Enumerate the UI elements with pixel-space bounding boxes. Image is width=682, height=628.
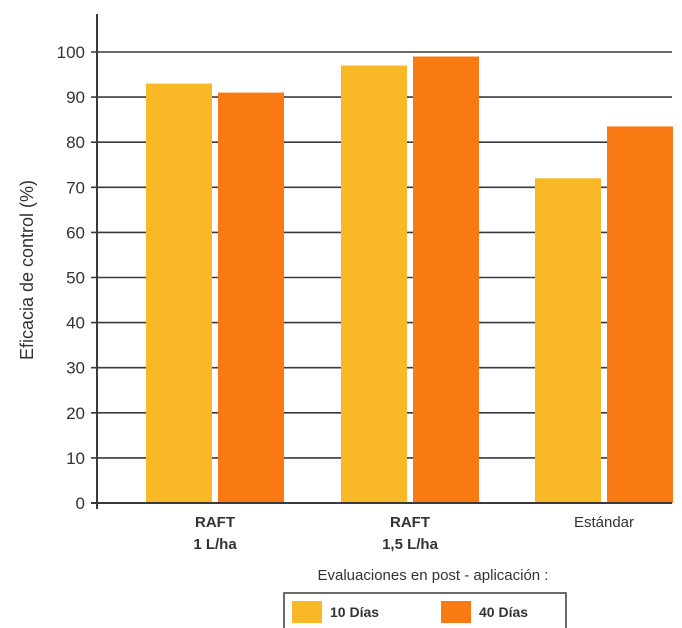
category-labels: RAFT 1 L/ha RAFT 1,5 L/ha Estándar xyxy=(193,514,634,553)
y-tick-label: 0 xyxy=(76,494,85,513)
y-tick-label: 30 xyxy=(66,359,85,378)
category-label: RAFT xyxy=(195,514,235,531)
y-tick-label: 20 xyxy=(66,404,85,423)
y-tick-label: 10 xyxy=(66,449,85,468)
legend-box xyxy=(283,592,567,628)
y-tick-label: 40 xyxy=(66,314,85,333)
y-tick-label: 70 xyxy=(66,178,85,197)
axes xyxy=(91,14,672,509)
y-tick-label: 80 xyxy=(66,133,85,152)
legend: 10 Días 40 Días xyxy=(283,592,567,628)
bar-1-3 xyxy=(535,178,601,503)
legend-label-1: 10 Días xyxy=(330,604,379,620)
y-tick-label: 90 xyxy=(66,88,85,107)
category-label: Estándar xyxy=(574,514,634,531)
category-label: 1,5 L/ha xyxy=(382,536,439,553)
legend-label-2: 40 Días xyxy=(479,604,528,620)
y-tick-label: 100 xyxy=(57,43,85,62)
y-tick-label: 50 xyxy=(66,269,85,288)
category-label: 1 L/ha xyxy=(193,536,237,553)
legend-swatch-1 xyxy=(292,601,322,623)
category-label: RAFT xyxy=(390,514,430,531)
y-tick-label: 60 xyxy=(66,223,85,242)
bar-2-2 xyxy=(413,56,479,503)
legend-swatch-2 xyxy=(441,601,471,623)
bar-2-3 xyxy=(607,126,673,503)
y-tick-labels: 0 10 20 30 40 50 60 70 80 90 100 xyxy=(57,43,85,513)
legend-note: Evaluaciones en post - aplicación : xyxy=(318,567,549,584)
bar-1-1 xyxy=(146,83,212,503)
bar-1-2 xyxy=(341,65,407,503)
bars xyxy=(146,56,673,503)
y-axis-label: Eficacia de control (%) xyxy=(17,180,37,360)
bar-2-1 xyxy=(218,92,284,503)
